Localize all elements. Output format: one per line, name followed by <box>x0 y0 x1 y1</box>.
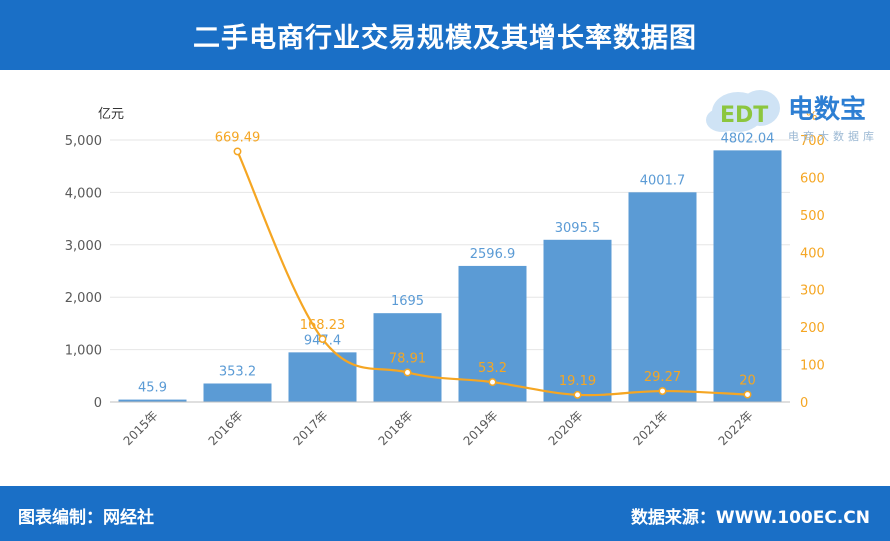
y-right-axis-label: % <box>806 109 817 123</box>
y-right-tick-label: 0 <box>800 396 808 411</box>
cloud-icon: EDT <box>706 90 780 132</box>
x-tick-label: 2017年 <box>291 408 331 448</box>
y-left-tick-label: 4,000 <box>65 186 102 201</box>
bar-value-label: 3095.5 <box>555 221 601 236</box>
line-value-label: 78.91 <box>389 351 426 366</box>
line-point <box>233 147 242 156</box>
header-bar: 二手电商行业交易规模及其增长率数据图 <box>0 0 890 70</box>
line-point <box>403 368 412 377</box>
x-tick-label: 2022年 <box>716 408 756 448</box>
y-right-tick-label: 300 <box>800 284 825 299</box>
y-right-tick-label: 200 <box>800 321 825 336</box>
bar <box>628 192 697 402</box>
line-point <box>658 387 667 395</box>
chart: 45.9353.2947.416952596.93095.54001.74802… <box>65 107 825 448</box>
bar <box>373 313 442 402</box>
bar <box>203 383 272 402</box>
bar <box>543 239 612 402</box>
y-left-tick-label: 3,000 <box>65 239 102 254</box>
y-right-tick-label: 500 <box>800 209 825 224</box>
x-tick-label: 2021年 <box>631 408 671 448</box>
footer-bar: 图表编制：网经社 数据来源：WWW.100EC.CN <box>0 486 890 541</box>
line-value-label: 168.23 <box>300 318 346 333</box>
bar <box>118 399 187 402</box>
y-right-tick-label: 100 <box>800 359 825 374</box>
bar-value-label: 45.9 <box>138 381 167 396</box>
y-left-tick-label: 1,000 <box>65 344 102 359</box>
line-value-label: 20 <box>739 374 756 389</box>
y-right-tick-label: 400 <box>800 246 825 261</box>
line-value-label: 669.49 <box>215 130 261 145</box>
x-axis: 2015年 2016年 2017年 2018年 2019年 2020年 2021年 2022年 <box>110 401 790 448</box>
y-right-tick-label: 600 <box>800 171 825 186</box>
y-left-axis-label: 亿元 <box>98 107 124 122</box>
line-point <box>488 378 497 387</box>
logo-tagline: 电商大数据库 <box>788 129 878 143</box>
y-left-tick-label: 0 <box>94 396 102 411</box>
bar-value-label: 353.2 <box>219 364 256 379</box>
right-axis: 0 100 200 300 400 500 600 700% <box>800 109 825 411</box>
y-left-tick-label: 2,000 <box>65 291 102 306</box>
page-title: 二手电商行业交易规模及其增长率数据图 <box>193 22 697 54</box>
bar-value-label: 4802.04 <box>721 131 775 146</box>
footer-editor: 图表编制：网经社 <box>18 508 154 528</box>
line-value-label: 29.27 <box>644 370 681 385</box>
bar-value-labels: 45.9353.2947.416952596.93095.54001.74802… <box>138 131 774 395</box>
x-tick-label: 2016年 <box>206 408 246 448</box>
bar-value-label: 4001.7 <box>640 173 686 188</box>
y-left-tick-label: 5,000 <box>65 134 102 149</box>
bar-value-label: 2596.9 <box>470 247 516 262</box>
line-point <box>743 390 752 399</box>
x-tick-label: 2018年 <box>376 408 416 448</box>
x-tick-label: 2020年 <box>546 408 586 448</box>
footer-source: 数据来源：WWW.100EC.CN <box>630 508 870 528</box>
logo-name: 电数宝 <box>788 94 866 125</box>
logo-badge: EDT <box>720 103 768 128</box>
line-point <box>318 335 327 343</box>
line-value-label: 19.19 <box>559 374 596 389</box>
line-series <box>233 147 752 399</box>
line-point <box>573 390 582 399</box>
left-axis: 0 1,000 2,000 3,000 4,000 5,000 亿元 <box>65 107 124 411</box>
bar-series <box>118 150 782 402</box>
x-tick-label: 2015年 <box>121 408 161 448</box>
logo: EDT 电数宝 电商大数据库 <box>706 90 878 143</box>
bar <box>713 150 782 402</box>
y-right-tick-label: 700 <box>800 134 825 149</box>
bar-value-label: 1695 <box>391 294 424 309</box>
x-tick-label: 2019年 <box>461 408 501 448</box>
line-value-labels: 669.49 168.23 78.91 53.2 19.19 29.27 20 <box>215 130 756 388</box>
line-value-label: 53.2 <box>478 361 507 376</box>
